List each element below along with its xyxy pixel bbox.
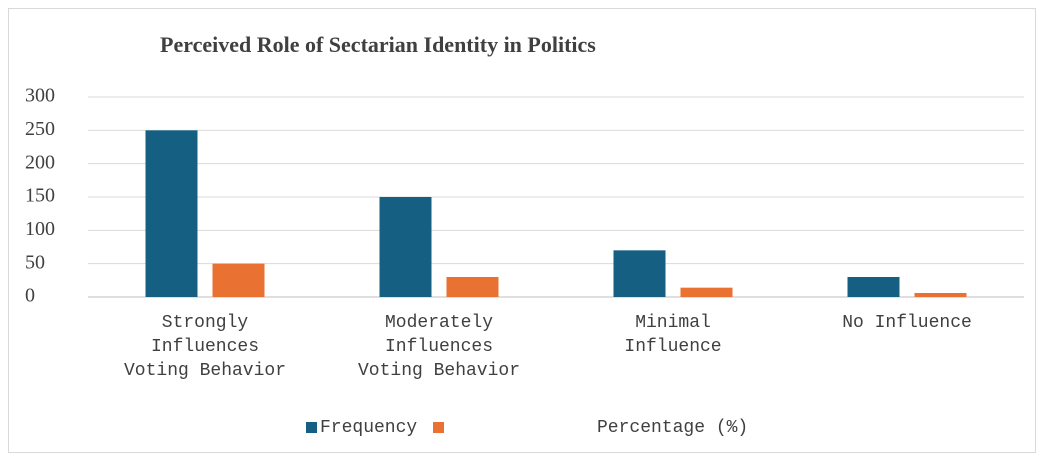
y-tick-label: 0 xyxy=(25,285,35,307)
bar xyxy=(379,197,432,297)
y-tick-label: 250 xyxy=(25,118,55,140)
bar xyxy=(613,250,666,297)
y-tick-label: 300 xyxy=(25,85,55,107)
bar xyxy=(914,293,967,297)
x-tick-label: No Influence xyxy=(842,313,972,333)
x-tick-label: Minimal Influence xyxy=(624,313,721,357)
chart-title: Perceived Role of Sectarian Identity in … xyxy=(160,32,596,57)
bar xyxy=(847,277,900,297)
bar xyxy=(212,263,265,297)
x-tick-label: Strongly Influences Voting Behavior xyxy=(124,313,286,381)
legend-label: Percentage (%) xyxy=(597,418,748,438)
y-tick-label: 50 xyxy=(25,251,45,273)
bar xyxy=(145,130,198,297)
legend-swatch xyxy=(433,422,444,433)
legend-swatch xyxy=(306,422,317,433)
x-tick-label: Moderately Influences Voting Behavior xyxy=(358,313,520,381)
legend-label: Frequency xyxy=(320,418,417,438)
y-tick-label: 200 xyxy=(25,151,55,173)
bar xyxy=(680,287,733,297)
y-tick-label: 100 xyxy=(25,218,55,240)
y-tick-label: 150 xyxy=(25,185,55,207)
bar xyxy=(446,277,499,297)
